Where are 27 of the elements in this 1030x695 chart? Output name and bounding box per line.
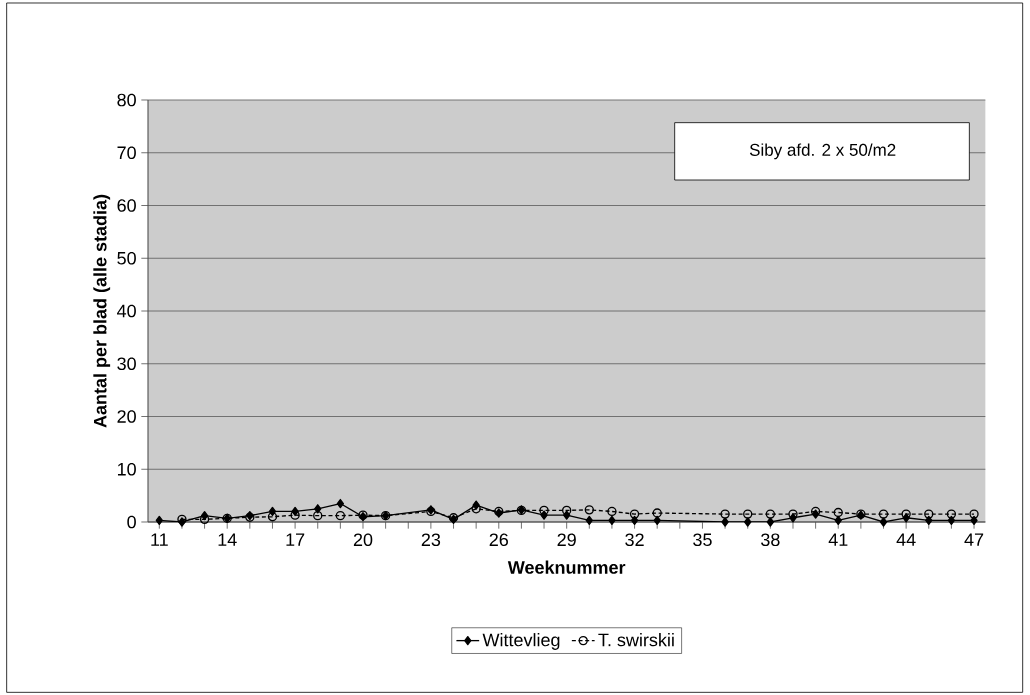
x-tick-label: 11 [151, 533, 168, 546]
legend-label: T. swirskii [598, 633, 674, 647]
y-tick-label: 80 [117, 93, 136, 107]
x-tick-label: 23 [421, 533, 441, 547]
x-tick-label: 20 [353, 533, 373, 547]
legend-label: Wittevlieg [482, 633, 560, 650]
x-tick-label: 29 [557, 533, 576, 547]
y-tick-label: 50 [117, 251, 136, 265]
y-tick-label: 30 [117, 357, 136, 371]
x-tick-label: 38 [761, 533, 780, 547]
x-tick-label: 32 [625, 533, 644, 547]
x-tick-label: 14 [218, 533, 237, 546]
y-tick-label: 60 [117, 199, 136, 212]
annotation: Siby afd. 2 x 50/m2 [749, 143, 896, 160]
x-tick-label: 41 [828, 533, 848, 546]
x-tick-label: 35 [693, 533, 712, 547]
y-tick-label: 20 [117, 410, 136, 423]
y-tick-label: 10 [117, 462, 136, 476]
x-tick-label: 44 [896, 533, 916, 546]
x-tick-label: 26 [489, 533, 508, 547]
x-tick-label: 17 [286, 533, 305, 546]
y-tick-label: 70 [117, 146, 136, 160]
x-axis-title: Weeknummer [507, 560, 626, 574]
y-tick-label: 0 [127, 515, 136, 529]
y-axis-title: Aantal per blad (alle stadia) [93, 194, 111, 428]
x-tick-label: 47 [964, 533, 984, 546]
y-tick-label: 40 [117, 304, 136, 318]
